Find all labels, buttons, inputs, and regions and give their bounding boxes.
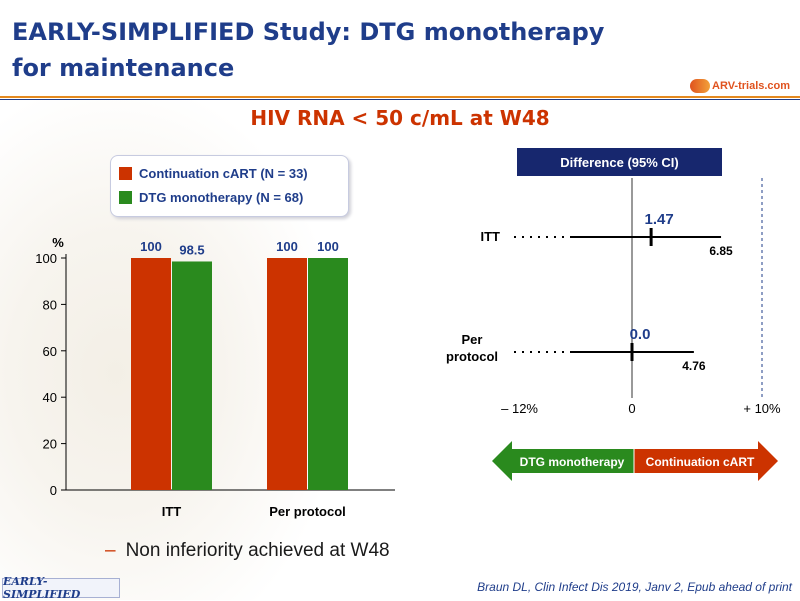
bar-dtg: [308, 258, 348, 490]
x-tick-label-left: – 12%: [501, 401, 538, 416]
estimate-label: 1.47: [645, 211, 674, 228]
y-tick-label: 60: [43, 344, 57, 359]
upper-bound-label: 4.76: [682, 359, 706, 373]
logo-text: ARV-trials.com: [712, 80, 791, 92]
logo-mark-icon: [690, 79, 710, 93]
x-tick-label-zero: 0: [628, 401, 635, 416]
legend-item-dtg: DTG monotherapy (N = 68): [119, 190, 303, 205]
bar-continuation: [267, 258, 307, 490]
y-tick-label: 0: [50, 483, 57, 498]
arrow-label-dtg: DTG monotherapy: [520, 455, 625, 469]
title-rule-orange: [0, 96, 800, 98]
title-line-2: for maintenance: [12, 54, 235, 82]
legend-item-continuation: Continuation cART (N = 33): [119, 166, 308, 181]
bar-data-label: 100: [140, 239, 162, 254]
estimate-label: 0.0: [630, 326, 651, 343]
arrow-left-dtg: [492, 441, 634, 481]
slide-title: EARLY-SIMPLIFIED Study: DTG monotherapy …: [12, 14, 604, 86]
bar-data-label: 100: [317, 239, 339, 254]
citation: Braun DL, Clin Infect Dis 2019, Janv 2, …: [477, 580, 792, 594]
x-tick-label-right: + 10%: [743, 401, 781, 416]
conclusion-bullet: – Non inferiority achieved at W48: [105, 540, 390, 562]
bar-data-label: 100: [276, 239, 298, 254]
bar-data-label: 98.5: [179, 242, 204, 257]
study-tag: EARLY-SIMPLIFIED: [2, 575, 120, 601]
bar-continuation: [131, 258, 171, 490]
arrow-right-continuation: [634, 441, 778, 481]
upper-bound-label: 6.85: [709, 244, 733, 258]
bar-dtg: [172, 261, 212, 490]
chart-subtitle: HIV RNA < 50 c/mL at W48: [250, 106, 550, 130]
x-category-label: ITT: [162, 504, 182, 519]
forest-row-label-line2: protocol: [446, 349, 498, 364]
forest-plot-header: Difference (95% CI): [517, 148, 722, 176]
legend-label-continuation: Continuation cART (N = 33): [139, 166, 308, 181]
legend-label-dtg: DTG monotherapy (N = 68): [139, 190, 304, 205]
y-tick-label: 40: [43, 390, 57, 405]
y-tick-label: 100: [35, 251, 57, 266]
forest-row-label-line1: Per: [462, 332, 483, 347]
bullet-dash-icon: –: [105, 540, 116, 561]
arrow-label-continuation: Continuation cART: [646, 455, 755, 469]
y-tick-label: 20: [43, 437, 57, 452]
x-category-label: Per protocol: [269, 504, 346, 519]
y-axis-label: %: [52, 235, 64, 250]
title-rule-blue: [0, 99, 800, 100]
title-line-1: EARLY-SIMPLIFIED Study: DTG monotherapy: [12, 18, 605, 46]
forest-row-label: ITT: [481, 229, 501, 244]
conclusion-text: Non inferiority achieved at W48: [125, 540, 390, 561]
legend-swatch-continuation: [119, 167, 132, 180]
legend-swatch-dtg: [119, 191, 132, 204]
y-tick-label: 80: [43, 297, 57, 312]
bar-chart-legend: Continuation cART (N = 33) DTG monothera…: [110, 155, 349, 217]
arv-trials-logo: ARV-trials.com: [690, 76, 790, 96]
